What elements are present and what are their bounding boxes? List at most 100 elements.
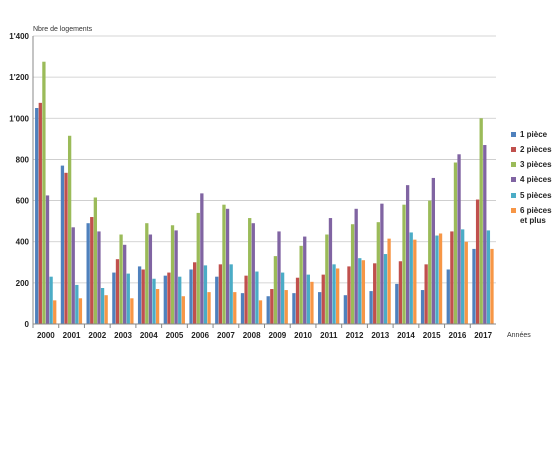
bar — [266, 296, 270, 324]
bar — [155, 289, 160, 324]
bar — [225, 208, 230, 324]
bar — [222, 204, 226, 324]
bar — [369, 291, 373, 324]
bar — [86, 223, 90, 324]
x-tick-label: 2011 — [320, 331, 338, 340]
bar — [42, 61, 46, 324]
bar — [446, 269, 450, 324]
legend-swatch — [511, 147, 516, 152]
legend-label: 1 pièce — [520, 130, 548, 139]
legend-label: 3 pièces — [520, 160, 552, 169]
bar — [270, 289, 274, 324]
bar — [299, 245, 303, 324]
bar — [203, 265, 208, 324]
bar — [35, 108, 39, 324]
bar — [464, 241, 468, 324]
bar — [435, 235, 439, 324]
x-tick-label: 2009 — [268, 331, 286, 340]
bar — [321, 274, 325, 324]
bar — [453, 162, 458, 324]
bar — [104, 295, 108, 324]
y-tick-label: 400 — [16, 238, 30, 247]
bar — [233, 292, 237, 324]
y-tick-label: 600 — [16, 197, 30, 206]
x-tick-label: 2007 — [217, 331, 235, 340]
x-tick-label: 2012 — [346, 331, 364, 340]
bar — [328, 218, 333, 324]
bar — [277, 231, 281, 324]
bar — [380, 203, 384, 324]
bar — [475, 199, 480, 324]
bar — [420, 290, 425, 324]
x-tick-label: 2014 — [397, 331, 415, 340]
y-tick-label: 200 — [16, 279, 30, 288]
bar — [167, 272, 171, 324]
bar — [376, 222, 380, 324]
bar — [402, 204, 406, 324]
bar — [255, 271, 259, 324]
bar — [123, 244, 127, 324]
x-tick-label: 2001 — [63, 331, 81, 340]
legend-label: 6 pièces et plus — [520, 206, 552, 225]
bar — [398, 261, 403, 324]
legend-label: 4 pièces — [520, 175, 552, 184]
bar — [251, 223, 255, 324]
bar — [90, 217, 94, 324]
bar — [405, 185, 410, 324]
legend-swatch — [511, 208, 516, 213]
bar — [450, 231, 454, 324]
bar — [152, 278, 156, 324]
bar — [490, 248, 494, 324]
bar — [457, 154, 461, 324]
bar — [354, 208, 358, 324]
bar — [71, 227, 75, 324]
bar — [350, 224, 355, 324]
legend-swatch — [511, 177, 516, 182]
gridlines — [33, 35, 496, 284]
x-tick-label: 2005 — [166, 331, 184, 340]
bar — [100, 288, 105, 324]
bar — [45, 195, 50, 324]
bar — [196, 212, 200, 324]
bar — [284, 290, 288, 324]
y-tick-label: 0 — [25, 320, 30, 329]
bar — [483, 145, 487, 324]
bar — [115, 259, 120, 324]
bar — [67, 135, 72, 324]
bar — [78, 298, 83, 324]
legend-label: 2 pièces — [520, 145, 552, 154]
x-tick-label: 2000 — [37, 331, 55, 340]
bar — [93, 197, 98, 324]
bar — [347, 266, 351, 324]
bar — [310, 281, 314, 324]
x-tick-label: 2008 — [243, 331, 261, 340]
bar — [244, 275, 248, 324]
bar — [395, 283, 399, 324]
bar — [141, 269, 145, 324]
bar — [383, 254, 388, 324]
bar — [461, 229, 465, 324]
x-tick-label: 2010 — [294, 331, 312, 340]
bar — [424, 264, 428, 324]
bar — [409, 232, 413, 324]
bar — [218, 264, 223, 324]
bar — [112, 272, 116, 324]
x-axis-label: Années — [507, 332, 531, 339]
bar — [64, 172, 68, 324]
bar — [119, 234, 123, 324]
axes — [32, 36, 496, 328]
y-tick-label: 1'200 — [9, 73, 29, 82]
bar — [479, 118, 483, 325]
bar — [163, 275, 167, 324]
y-tick-label: 800 — [16, 155, 30, 164]
bar — [258, 300, 263, 324]
bar — [292, 293, 296, 324]
legend-swatch — [511, 193, 516, 198]
bar — [472, 248, 476, 324]
bar — [97, 231, 101, 324]
x-tick-label: 2003 — [114, 331, 132, 340]
x-tick-label: 2016 — [449, 331, 467, 340]
legend-label: 5 pièces — [520, 191, 552, 200]
bar — [137, 266, 142, 324]
